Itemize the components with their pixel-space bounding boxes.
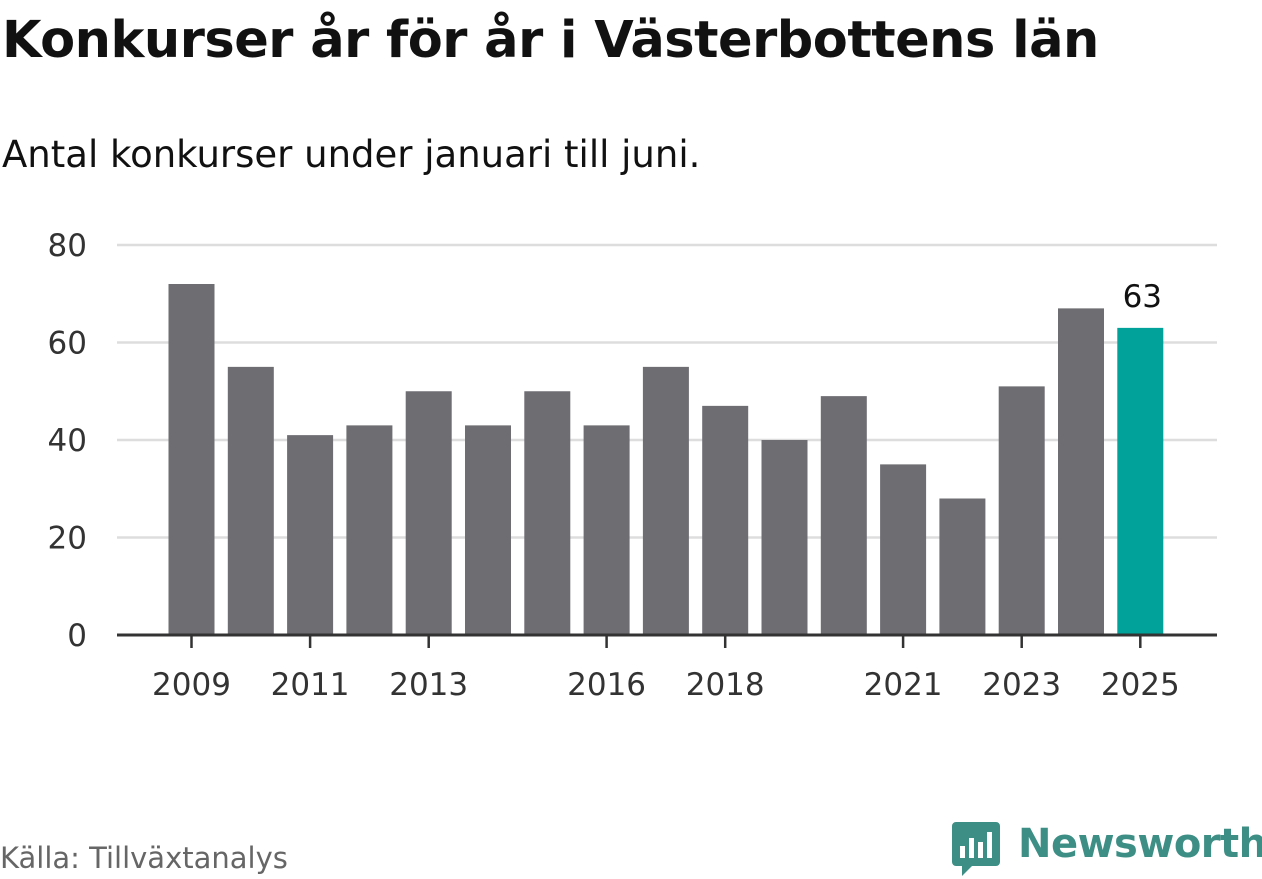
bar-2015 — [524, 391, 571, 635]
bar-2018 — [702, 405, 749, 635]
x-tick-label: 2013 — [389, 667, 468, 703]
bar-2021 — [880, 464, 927, 635]
source-note: Källa: Tillväxtanalys — [0, 841, 288, 875]
bar-2024 — [1058, 308, 1104, 635]
x-tick-label: 2009 — [152, 667, 231, 703]
newsworthy-logo[interactable]: Newsworthy — [950, 818, 1262, 878]
bar-2025 — [1117, 327, 1164, 635]
x-tick-label: 2025 — [1101, 667, 1180, 703]
x-tick-label: 2018 — [686, 667, 765, 703]
bar-2014 — [465, 425, 511, 635]
bar-2017 — [642, 366, 689, 635]
bar-2011 — [287, 435, 334, 635]
data-label-2025: 63 — [1123, 279, 1162, 315]
x-axis-ticks: 2009 2011 2013 2016 2018 2021 2023 2025 — [152, 635, 1180, 703]
chart-subtitle: Antal konkurser under januari till juni. — [2, 133, 701, 176]
brand-name: Newsworthy — [1018, 821, 1262, 867]
bar-2013 — [405, 391, 452, 635]
bar-2009 — [168, 284, 215, 635]
data-labels: 63 — [1123, 279, 1162, 315]
bar-2010 — [227, 366, 274, 635]
y-tick-label: 60 — [48, 326, 87, 362]
bar-2016 — [583, 425, 630, 635]
bar-2019 — [761, 440, 808, 635]
y-tick-label: 20 — [48, 521, 87, 557]
newsworthy-bar-chart-badge-icon — [952, 822, 1000, 876]
chart-title: Konkurser år för år i Västerbottens län — [2, 11, 1099, 70]
y-tick-label: 40 — [48, 423, 87, 459]
y-tick-label: 80 — [48, 228, 87, 264]
bars — [168, 284, 1164, 635]
y-tick-label: 0 — [67, 618, 87, 654]
bar-2012 — [346, 425, 393, 635]
bar-2022 — [939, 498, 986, 635]
bar-2023 — [998, 386, 1045, 635]
x-tick-label: 2016 — [567, 667, 646, 703]
x-tick-label: 2023 — [982, 667, 1061, 703]
x-tick-label: 2011 — [271, 667, 350, 703]
y-axis-ticks: 0 20 40 60 80 — [48, 228, 87, 654]
bar-2020 — [820, 396, 867, 635]
x-tick-label: 2021 — [864, 667, 943, 703]
